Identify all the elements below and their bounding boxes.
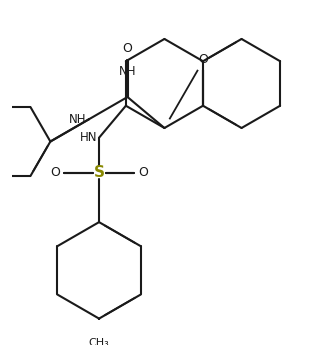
Text: O: O xyxy=(122,42,132,55)
Text: S: S xyxy=(93,166,105,180)
Text: HN: HN xyxy=(80,131,97,144)
Text: O: O xyxy=(198,53,208,66)
Text: NH: NH xyxy=(69,113,86,126)
Text: NH: NH xyxy=(119,65,136,78)
Text: O: O xyxy=(138,167,148,179)
Text: CH₃: CH₃ xyxy=(89,338,109,345)
Text: O: O xyxy=(50,167,60,179)
